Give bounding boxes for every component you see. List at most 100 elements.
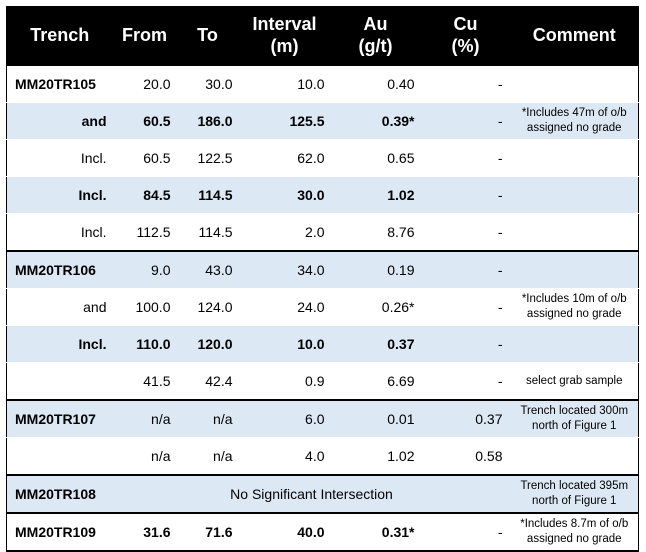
au-cell: 8.76 xyxy=(330,213,421,251)
header-trench: Trench xyxy=(6,6,113,65)
from-cell: 60.5 xyxy=(112,102,177,140)
table-row: Incl. 110.0 120.0 10.0 0.37 - xyxy=(6,325,639,363)
au-cell: 0.01 xyxy=(330,400,421,438)
interval-cell: 34.0 xyxy=(238,251,331,289)
comment-cell xyxy=(510,437,639,475)
interval-cell: 4.0 xyxy=(238,437,331,475)
au-cell: 0.26* xyxy=(330,288,421,326)
cu-cell: - xyxy=(420,102,511,140)
to-cell: 186.0 xyxy=(176,102,239,140)
trench-cell: and xyxy=(6,288,113,326)
interval-cell: 0.9 xyxy=(238,362,331,400)
trench-results-table: Trench From To Interval (m) Au (g/t) Cu (%)… xyxy=(6,6,639,552)
to-cell: 124.0 xyxy=(176,288,239,326)
from-cell: 110.0 xyxy=(112,325,177,363)
from-cell: 60.5 xyxy=(112,139,177,177)
trench-cell: Incl. xyxy=(6,325,113,363)
to-cell: 114.5 xyxy=(176,213,239,251)
trench-cell: MM20TR109 xyxy=(6,513,113,551)
from-cell: 100.0 xyxy=(112,288,177,326)
trench-cell: Incl. xyxy=(6,139,113,177)
interval-cell: 6.0 xyxy=(238,400,331,438)
table-row: Incl. 84.5 114.5 30.0 1.02 - xyxy=(6,176,639,214)
table-row: Incl. 60.5 122.5 62.0 0.65 - xyxy=(6,139,639,177)
comment-cell xyxy=(510,139,639,177)
cu-cell: - xyxy=(420,288,511,326)
au-cell: 0.37 xyxy=(330,325,421,363)
cu-cell: - xyxy=(420,513,511,551)
cu-cell: 0.58 xyxy=(420,437,511,475)
to-cell: 30.0 xyxy=(176,65,239,103)
table-row: MM20TR105 20.0 30.0 10.0 0.40 - xyxy=(6,65,639,103)
cu-cell: - xyxy=(420,362,511,400)
to-cell: 42.4 xyxy=(176,362,239,400)
cu-cell: - xyxy=(420,213,511,251)
from-cell: 112.5 xyxy=(112,213,177,251)
table-row: MM20TR106 9.0 43.0 34.0 0.19 - xyxy=(6,251,639,289)
au-cell: 0.65 xyxy=(330,139,421,177)
trench-cell: MM20TR108 xyxy=(6,475,113,513)
interval-cell: 2.0 xyxy=(238,213,331,251)
au-cell: 0.40 xyxy=(330,65,421,103)
from-cell: 84.5 xyxy=(112,176,177,214)
au-cell: 0.31* xyxy=(330,513,421,551)
cu-cell: - xyxy=(420,251,511,289)
comment-cell: Trench located 300m north of Figure 1 xyxy=(510,400,639,438)
comment-cell xyxy=(510,176,639,214)
from-cell: n/a xyxy=(112,400,177,438)
header-row: Trench From To Interval (m) Au (g/t) Cu (%)… xyxy=(6,6,639,65)
from-cell: 41.5 xyxy=(112,362,177,400)
trench-cell: and xyxy=(6,102,113,140)
trench-cell: MM20TR107 xyxy=(6,400,113,438)
comment-cell: select grab sample xyxy=(510,362,639,400)
table-row: MM20TR107 n/a n/a 6.0 0.01 0.37 Trench l… xyxy=(6,400,639,438)
table-row: and 100.0 124.0 24.0 0.26* - *Includes 1… xyxy=(6,288,639,326)
from-cell: 20.0 xyxy=(112,65,177,103)
no-intersection-note: No Significant Intersection xyxy=(112,475,511,513)
table-row: and 60.5 186.0 125.5 0.39* - *Includes 4… xyxy=(6,102,639,140)
trench-cell: Incl. xyxy=(6,213,113,251)
cu-cell: - xyxy=(420,139,511,177)
header-cu: Cu (%) xyxy=(420,6,511,65)
comment-cell xyxy=(510,213,639,251)
interval-cell: 62.0 xyxy=(238,139,331,177)
au-cell: 0.19 xyxy=(330,251,421,289)
to-cell: 120.0 xyxy=(176,325,239,363)
comment-cell xyxy=(510,251,639,289)
to-cell: 43.0 xyxy=(176,251,239,289)
to-cell: n/a xyxy=(176,437,239,475)
au-cell: 1.02 xyxy=(330,176,421,214)
table-row: 41.5 42.4 0.9 6.69 - select grab sample xyxy=(6,362,639,400)
table-row: MM20TR108 No Significant Intersection Tr… xyxy=(6,475,639,513)
header-au: Au (g/t) xyxy=(330,6,421,65)
au-cell: 0.39* xyxy=(330,102,421,140)
trench-cell: MM20TR106 xyxy=(6,251,113,289)
from-cell: 9.0 xyxy=(112,251,177,289)
interval-cell: 125.5 xyxy=(238,102,331,140)
header-to: To xyxy=(176,6,239,65)
header-from: From xyxy=(112,6,177,65)
comment-cell xyxy=(510,65,639,103)
cu-cell: 0.37 xyxy=(420,400,511,438)
comment-cell xyxy=(510,325,639,363)
interval-cell: 24.0 xyxy=(238,288,331,326)
comment-cell: *Includes 47m of o/b assigned no grade xyxy=(510,102,639,140)
from-cell: n/a xyxy=(112,437,177,475)
interval-cell: 40.0 xyxy=(238,513,331,551)
cu-cell: - xyxy=(420,176,511,214)
table-row: Incl. 112.5 114.5 2.0 8.76 - xyxy=(6,213,639,251)
table-row: n/a n/a 4.0 1.02 0.58 xyxy=(6,437,639,475)
results-table-container: Trench From To Interval (m) Au (g/t) Cu (%)… xyxy=(6,6,639,552)
trench-cell xyxy=(6,437,113,475)
comment-cell: *Includes 10m of o/b assigned no grade xyxy=(510,288,639,326)
from-cell: 31.6 xyxy=(112,513,177,551)
cu-cell: - xyxy=(420,325,511,363)
to-cell: 114.5 xyxy=(176,176,239,214)
interval-cell: 10.0 xyxy=(238,325,331,363)
trench-cell: MM20TR105 xyxy=(6,65,113,103)
comment-cell: Trench located 395m north of Figure 1 xyxy=(510,475,639,513)
trench-cell: Incl. xyxy=(6,176,113,214)
comment-cell: *Includes 8.7m of o/b assigned no grade xyxy=(510,513,639,551)
interval-cell: 10.0 xyxy=(238,65,331,103)
au-cell: 1.02 xyxy=(330,437,421,475)
